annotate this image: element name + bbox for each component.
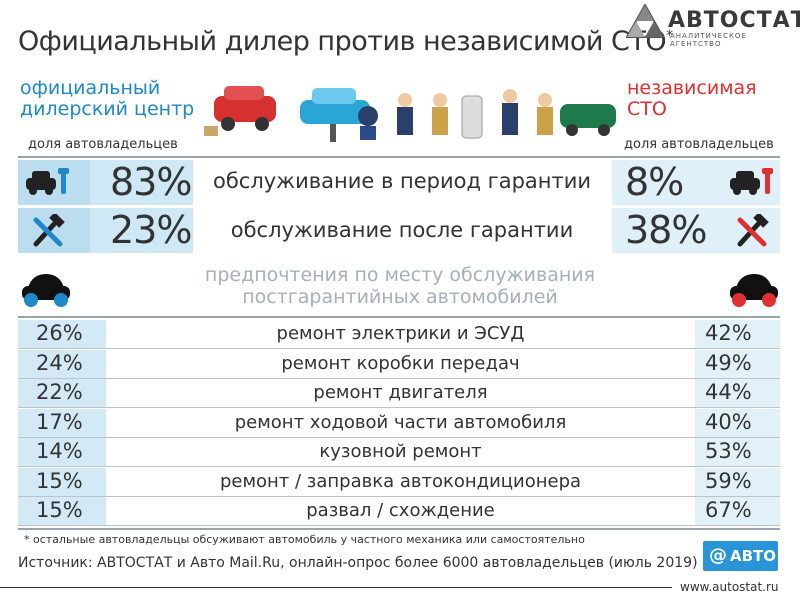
dealer-post-warranty-share: 23% [110, 208, 192, 252]
car-wrench-icon [26, 168, 69, 195]
independent-value: 42% [705, 321, 752, 345]
preferences-title: предпочтения по месту обслуживания постга… [204, 264, 596, 308]
independent-value: 53% [705, 439, 752, 463]
independent-post-warranty-share: 38% [625, 208, 707, 252]
independent-value: 49% [705, 350, 752, 375]
avto-badge-text: АВТО [730, 547, 777, 565]
page-title: Официальный дилер против независимой СТО… [18, 26, 673, 57]
dealer-heading: официальный дилерский центр [20, 77, 195, 120]
independent-value: 40% [705, 409, 752, 434]
hammer-wrench-icon [737, 214, 769, 247]
table-row [18, 497, 780, 526]
category-label: кузовной ремонт [319, 441, 482, 462]
source-text: Источник: АВТОСТАТ и Авто Mail.Ru, онлай… [18, 555, 698, 571]
warranty-service-label: обслуживание в период гарантии [212, 169, 592, 193]
dealer-value: 15% [36, 468, 83, 493]
dealer-value: 26% [36, 321, 83, 345]
autostat-logo-icon [626, 4, 664, 38]
independent-value: 67% [705, 498, 752, 522]
avto-mail-badge: @ АВТО [703, 541, 778, 571]
dealer-cell-bg [18, 379, 106, 407]
logo-subtitle: АНАЛИТИЧЕСКОЕ АГЕНТСТВО [670, 32, 747, 48]
independent-cell-bg [695, 467, 780, 496]
share-label-left: доля автовладельцев [28, 137, 178, 152]
category-label: ремонт коробки передач [281, 352, 520, 374]
category-label: ремонт двигателя [313, 382, 488, 403]
dealer-value: 15% [36, 498, 83, 522]
post-warranty-service-label: обслуживание после гарантии [230, 218, 574, 242]
dealer-cell-bg [18, 349, 106, 378]
independent-cell-bg [695, 349, 780, 378]
independent-cell-bg [695, 497, 780, 525]
category-label: ремонт / заправка автокондиционера [219, 470, 582, 492]
dealer-value: 22% [36, 380, 83, 404]
hammer-wrench-icon [33, 214, 65, 247]
dealer-value: 17% [36, 409, 83, 434]
table-row [18, 468, 780, 497]
independent-cell-bg [695, 408, 780, 437]
logo-name: АВТОСТАТ [668, 8, 800, 33]
independent-cell-bg [695, 438, 780, 466]
independent-cell-bg [695, 320, 780, 348]
dealer-value: 24% [36, 350, 83, 375]
independent-value: 44% [705, 380, 752, 404]
dealer-cell-bg [18, 320, 106, 348]
category-label: развал / схождение [306, 500, 495, 521]
independent-value: 59% [705, 468, 752, 493]
divider [18, 528, 780, 530]
car-wrench-icon [730, 168, 773, 195]
dealer-value: 14% [36, 439, 83, 463]
dealer-cell-bg [18, 497, 106, 525]
table-row [18, 350, 780, 379]
table-row [18, 320, 780, 349]
dealer-cell-bg [18, 438, 106, 466]
divider [18, 316, 780, 318]
dealer-cell-bg [18, 467, 106, 496]
footnote: * остальные автовладельцы обсуживают авт… [24, 533, 585, 546]
mechanics-illustration [204, 86, 616, 142]
table-row [18, 379, 780, 408]
category-label: ремонт ходовой части автомобиля [234, 411, 567, 433]
share-label-right: доля автовладельцев [624, 137, 774, 152]
car-front-icon [22, 274, 70, 307]
independent-cell-bg [695, 379, 780, 407]
dealer-cell-bg [18, 408, 106, 437]
table-row [18, 438, 780, 467]
independent-heading: независимая СТО [627, 77, 757, 120]
dealer-warranty-share: 83% [110, 160, 192, 204]
car-front-icon [730, 274, 778, 307]
category-label: ремонт электрики и ЭСУД [276, 323, 525, 344]
site-url: www.autostat.ru [680, 580, 779, 594]
at-icon: @ [709, 545, 727, 566]
divider [18, 156, 780, 158]
table-row [18, 409, 780, 438]
divider [0, 587, 672, 588]
independent-warranty-share: 8% [625, 160, 684, 204]
